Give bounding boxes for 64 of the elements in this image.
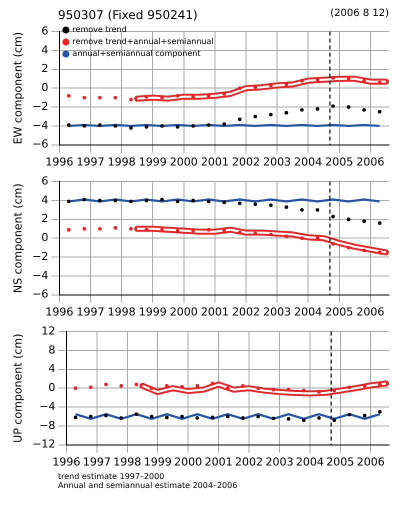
x-tick-label: 2002: [232, 155, 260, 168]
x-tick-label: 2002: [235, 455, 264, 468]
x-tick-label: 1996: [45, 305, 74, 318]
y-tick-label: 4: [48, 362, 56, 376]
x-tick-label: 2005: [325, 305, 354, 318]
x-tick-label: 2000: [174, 455, 202, 468]
x-tick-label: 1997: [76, 155, 105, 168]
y-tick-label: −6: [32, 138, 48, 151]
x-tick-label: 2004: [294, 305, 322, 318]
y-tick-label: −2: [32, 250, 48, 263]
x-tick-label: 1996: [52, 455, 80, 468]
x-tick-label: 2002: [232, 305, 260, 318]
x-tick-label: 2006: [356, 455, 385, 468]
y-tick-label: 8: [48, 343, 56, 356]
y-tick-label: −12: [32, 438, 56, 451]
x-tick-label: 2003: [265, 455, 294, 468]
x-tick-label: 2004: [294, 155, 322, 168]
x-tick-label: 2005: [326, 455, 354, 468]
y-tick-label: −4: [32, 118, 48, 132]
y-tick-label: −2: [32, 100, 48, 113]
x-tick-label: 2001: [200, 155, 229, 168]
y-tick-label: 2: [41, 212, 48, 226]
y-tick-label: −8: [39, 418, 56, 432]
y-tick-label: 2: [41, 62, 48, 76]
y-tick-label: 4: [41, 193, 48, 206]
chart-subtitle: (2006 8 12): [330, 8, 389, 21]
x-tick-label: 1998: [108, 305, 136, 318]
y-tick-label: −6: [32, 288, 48, 301]
y-tick-label: −4: [32, 268, 48, 282]
legend-label: annual+semiannual component: [72, 49, 201, 58]
x-tick-label: 2003: [263, 155, 292, 168]
x-tick-label: 1999: [138, 155, 167, 168]
x-tick-label: 2001: [204, 455, 233, 468]
x-tick-label: 2006: [356, 305, 384, 318]
y-tick-label: 0: [41, 81, 48, 94]
y-axis-title: UP component (cm): [11, 334, 24, 443]
chart-title: 950307 (Fixed 950241): [58, 8, 198, 22]
y-tick-label: 6: [41, 24, 48, 38]
x-tick-label: 1999: [144, 455, 172, 468]
x-tick-label: 1998: [113, 455, 142, 468]
legend-label: remove trend: [72, 25, 127, 34]
legend-label: remove trend+annual+semiannual: [72, 37, 214, 46]
x-tick-label: 2000: [170, 155, 198, 168]
y-tick-label: −4: [39, 400, 56, 413]
x-tick-label: 2003: [263, 305, 292, 318]
y-tick-label: 4: [41, 43, 48, 56]
y-tick-label: 0: [48, 381, 56, 394]
x-tick-label: 1999: [138, 305, 167, 318]
y-tick-label: 0: [41, 231, 48, 244]
x-tick-label: 1997: [76, 305, 105, 318]
x-tick-label: 2005: [325, 155, 354, 168]
text: trend estimate 1997–2000: [57, 472, 166, 481]
y-tick-label: 6: [41, 174, 48, 188]
x-tick-label: 2001: [200, 305, 229, 318]
x-tick-label: 1996: [45, 155, 74, 168]
y-axis-title: EW component (cm): [11, 32, 24, 144]
y-tick-label: 12: [41, 324, 56, 338]
x-tick-label: 1997: [82, 455, 111, 468]
x-tick-label: 2006: [356, 155, 384, 168]
x-tick-label: 2000: [170, 305, 198, 318]
x-tick-label: 1998: [108, 155, 136, 168]
text: Annual and semiannual estimate 2004–2006: [57, 481, 238, 490]
y-axis-title: NS component (cm): [11, 183, 24, 294]
x-tick-label: 2004: [296, 455, 324, 468]
